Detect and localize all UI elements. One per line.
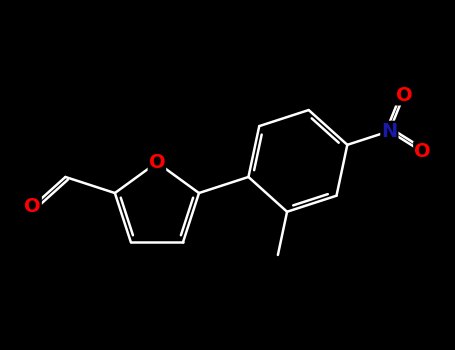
Text: O: O bbox=[396, 85, 412, 105]
Text: O: O bbox=[414, 142, 431, 161]
Text: N: N bbox=[381, 122, 398, 141]
Text: O: O bbox=[149, 153, 165, 172]
Text: O: O bbox=[24, 197, 41, 216]
